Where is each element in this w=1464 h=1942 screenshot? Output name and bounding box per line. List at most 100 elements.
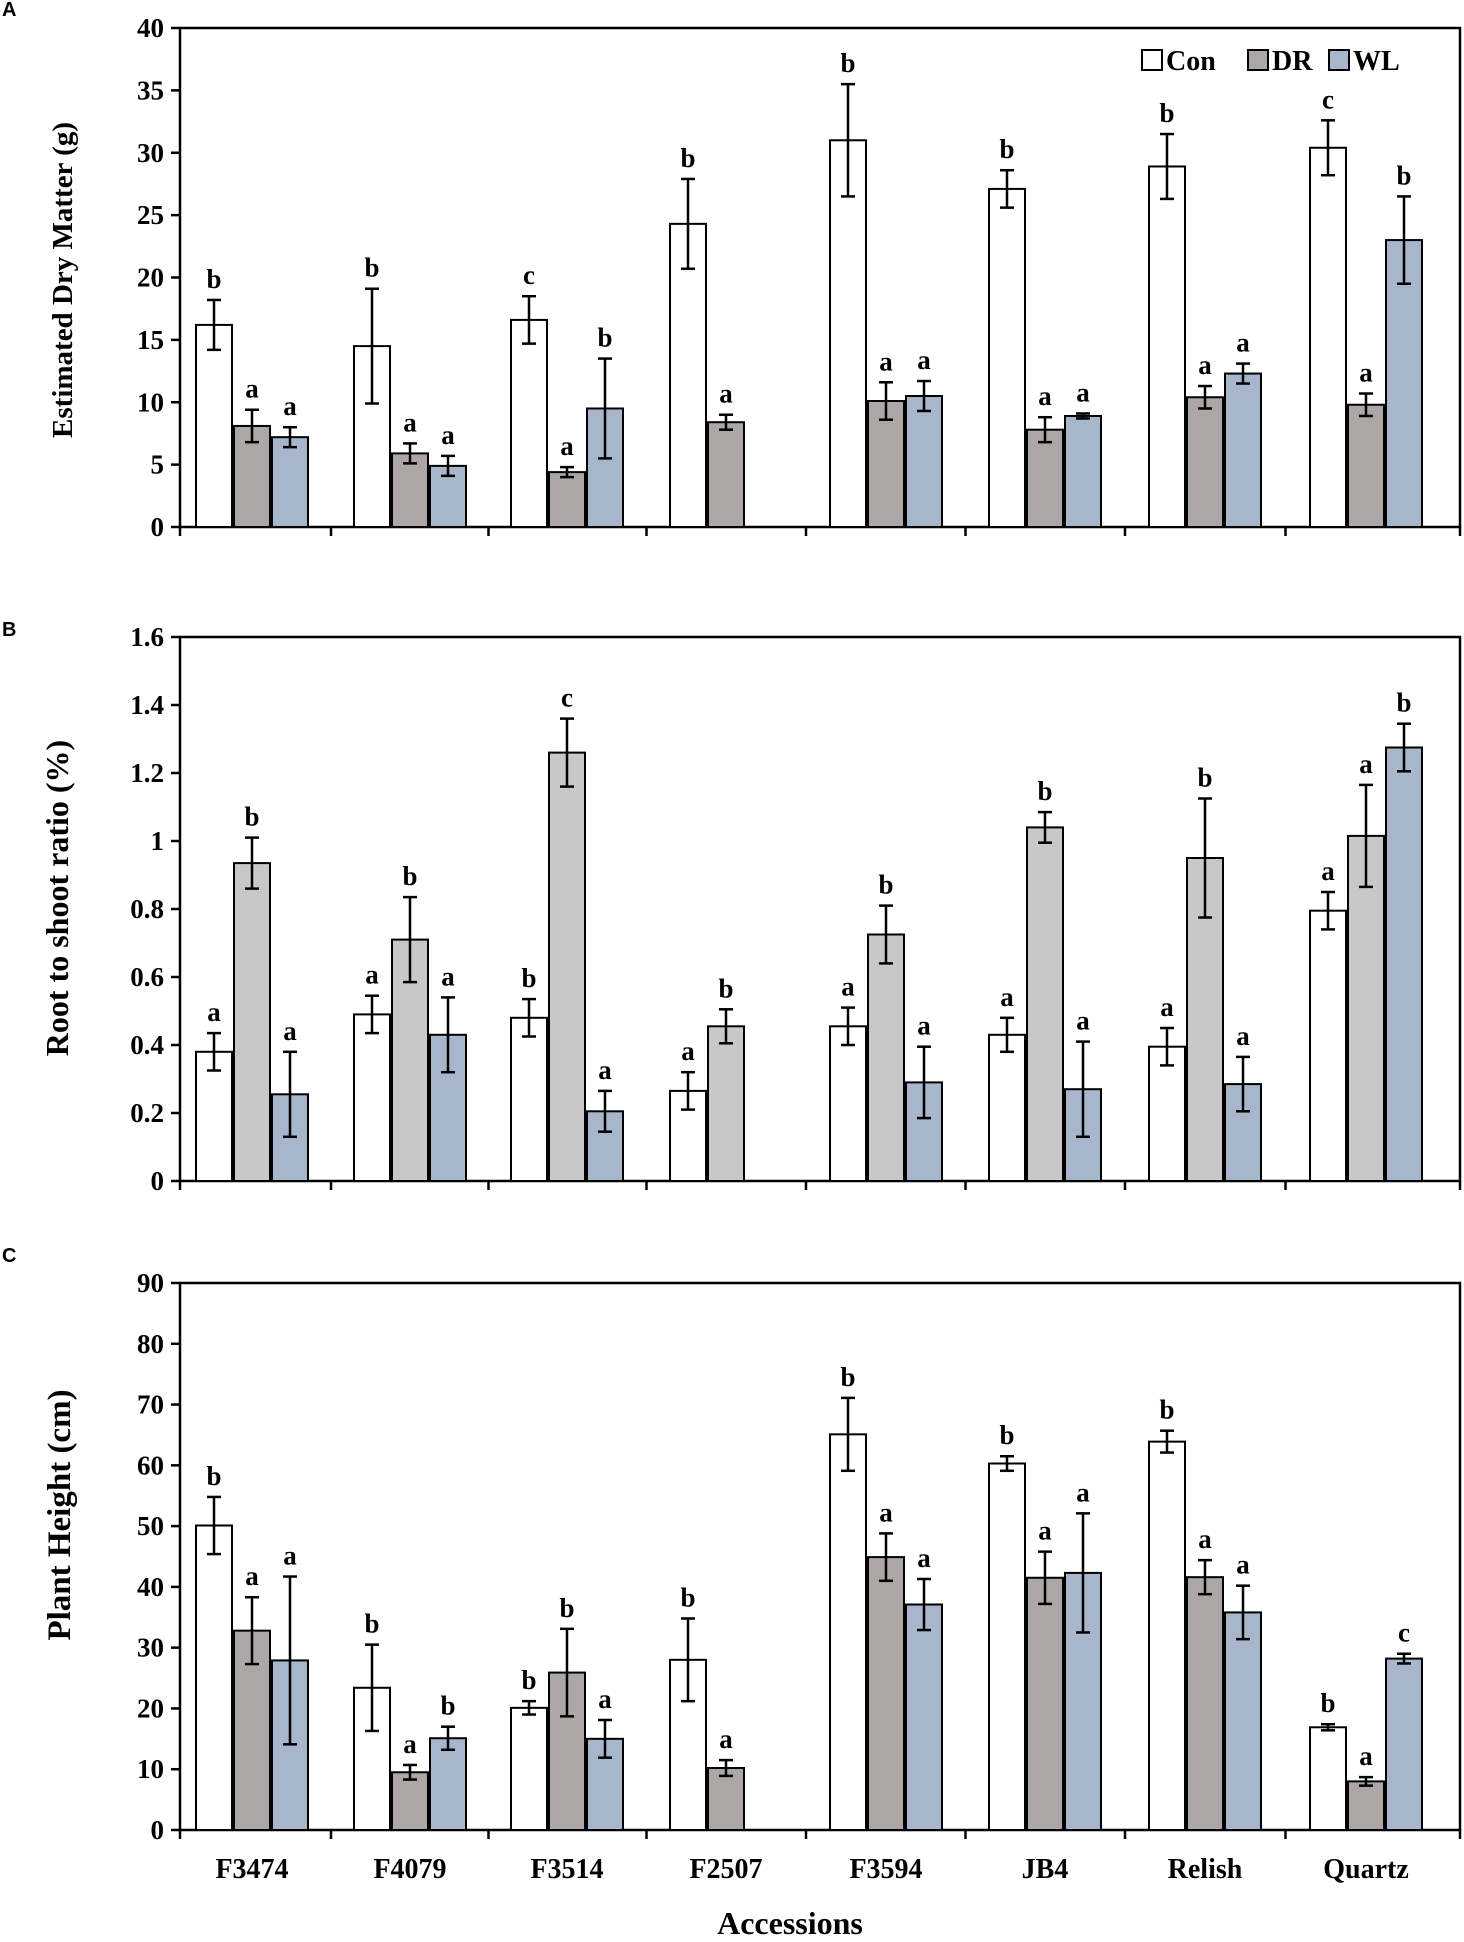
panel-b-y-tick-label: 0.6 [130,962,164,992]
panel-b-significance-letter: b [244,802,259,832]
panel-b-significance-letter: b [521,963,536,993]
panel-a-bar-con-jb4 [988,187,1026,529]
panel-a-significance-letter: b [364,253,379,283]
panel-c-y-tick-label: 20 [137,1693,164,1723]
panel-b-significance-letter: a [681,1036,695,1066]
panel-b-significance-letter: a [441,961,455,991]
panel-a-y-tick-label: 15 [137,325,164,355]
panel-b-bar-dr-f3474 [233,862,271,1182]
panel-b-bar-wl-quartz [1385,746,1423,1182]
panel-b-significance-letter: b [402,861,417,891]
panel-c-significance-letter: a [1076,1477,1090,1507]
panel-c-y-tick-label: 80 [137,1329,164,1359]
panel-a-bar-dr-f3594 [867,400,905,528]
panel-b-y-tick-label: 1.4 [130,690,164,720]
panel-a-significance-letter: a [560,431,574,461]
panel-b-y-tick-label: 1.6 [130,622,164,652]
panel-a-bar-con-f3474 [195,323,233,528]
panel-a-significance-letter: a [441,420,455,450]
panel-a-significance-letter: b [680,143,695,173]
panel-a: A Estimated Dry Matter (g) Con DR WL 0 5 1… [2,0,1462,542]
panel-c-significance-letter: a [403,1729,417,1759]
panel-b-bar-dr-f3594 [867,933,905,1182]
panel-c-y-axis-title: Plant Height (cm) [42,1389,78,1640]
panel-b-bar-con-f3514 [510,1016,548,1182]
panel-c-y-tick-label: 70 [137,1390,164,1420]
panel-c-bar-con-f3514 [510,1706,548,1831]
panel-c-bar-dr-f4079 [391,1771,429,1831]
panel-c-y-tick-label: 90 [137,1268,164,1298]
panel-a-significance-letter: a [403,407,417,437]
panel-c-bar-wl-f4079 [429,1737,467,1832]
panel-b-significance-letter: b [1037,776,1052,806]
panel-c-bar-dr-relish [1186,1576,1224,1831]
panel-a-bar-con-f3514 [510,318,548,529]
panel-c-significance-letter: b [440,1691,455,1721]
panel-b: B Root to shoot ratio (%) 0 0.2 0.4 0.6 0.8 1… [2,619,1462,1196]
panel-b-significance-letter: a [1160,992,1174,1022]
panel-b-significance-letter: a [1076,1006,1090,1036]
panel-a-bar-dr-quartz [1347,403,1385,528]
panel-c: C Plant Height (cm) Accessions 0 10 20 30 40… [2,1245,1462,1941]
panel-a-bar-dr-jb4 [1026,428,1064,529]
panel-b-y-tick-label: 1.2 [130,758,164,788]
panel-a-bar-con-f3594 [829,139,867,528]
legend-swatch-con [1141,49,1163,71]
panel-a-significance-letter: a [1198,350,1212,380]
panel-a-bar-dr-relish [1186,396,1224,529]
panel-b-y-tick-label: 0 [151,1166,165,1196]
panel-b-y-tick-label: 0.8 [130,894,164,924]
panel-a-significance-letter: a [1038,381,1052,411]
panel-c-bar-con-f3594 [829,1433,867,1831]
panel-a-bar-con-quartz [1309,146,1347,528]
panel-c-significance-letter: b [1320,1688,1335,1718]
panel-a-significance-letter: a [1076,377,1090,407]
panel-a-significance-letter: a [917,345,931,375]
panel-a-significance-letter: a [245,374,259,404]
panel-b-letter: B [2,619,16,641]
panel-c-bar-con-jb4 [988,1462,1026,1831]
panel-b-bar-dr-jb4 [1026,826,1064,1183]
panel-a-y-tick-label: 35 [137,75,164,105]
legend-swatch-wl [1328,49,1350,71]
panel-c-bar-dr-jb4 [1026,1576,1064,1831]
panel-b-significance-letter: b [1396,688,1411,718]
panel-c-y-tick-label: 10 [137,1754,164,1784]
panel-b-significance-letter: a [917,1011,931,1041]
panel-c-significance-letter: a [917,1543,931,1573]
x-category-label: Relish [1168,1854,1243,1885]
panel-c-significance-letter: a [283,1541,297,1571]
panel-c-bar-con-quartz [1309,1726,1347,1831]
panel-b-significance-letter: a [283,1016,297,1046]
panel-c-y-tick-label: 60 [137,1450,164,1480]
panel-b-bar-dr-f3514 [548,751,586,1182]
panel-a-legend: Con DR WL [1141,46,1400,77]
panel-a-significance-letter: b [840,48,855,78]
panel-a-y-tick-label: 25 [137,200,164,230]
panel-a-bar-wl-quartz [1385,239,1423,528]
panel-b-significance-letter: a [1359,749,1373,779]
panel-c-significance-letter: b [521,1665,536,1695]
x-category-label: F3474 [215,1854,288,1885]
panel-b-y-tick-label: 0.4 [130,1030,164,1060]
panel-c-y-tick-label: 40 [137,1572,164,1602]
panel-b-significance-letter: a [1236,1021,1250,1051]
panel-c-significance-letter: a [245,1561,259,1591]
panel-c-significance-letter: a [1038,1516,1052,1546]
panel-c-bar-wl-relish [1224,1611,1262,1831]
panel-a-significance-letter: a [879,346,893,376]
x-axis-title: Accessions [717,1905,863,1941]
panel-a-bar-wl-jb4 [1064,414,1102,528]
panel-a-bar-con-relish [1148,165,1186,528]
panel-b-y-tick-label: 0.2 [130,1098,164,1128]
panel-b-y-axis-title: Root to shoot ratio (%) [39,740,75,1056]
panel-a-significance-letter: b [206,264,221,294]
panel-c-significance-letter: a [1236,1550,1250,1580]
panel-c-significance-letter: b [206,1461,221,1491]
panel-b-significance-letter: a [598,1055,612,1085]
legend-label-con: Con [1166,46,1216,77]
x-category-label: F3514 [530,1854,603,1885]
panel-b-significance-letter: a [841,972,855,1002]
panel-a-letter: A [2,0,16,21]
